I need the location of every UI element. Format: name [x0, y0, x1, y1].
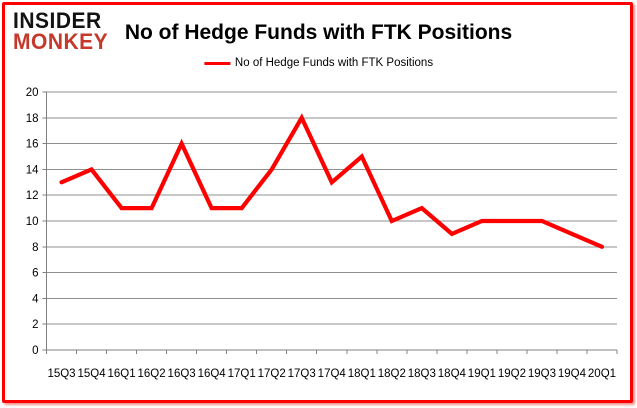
chart-title: No of Hedge Funds with FTK Positions [124, 21, 513, 44]
x-axis-label: 18Q2 [378, 368, 406, 380]
x-axis-label: 19Q1 [468, 368, 496, 380]
logo-text-monkey: MONKEY [13, 30, 109, 55]
y-axis-label: 20 [26, 87, 39, 99]
y-axis-label: 14 [26, 164, 39, 176]
x-axis-label: 17Q1 [228, 368, 256, 380]
y-axis-label: 6 [32, 268, 38, 280]
x-axis-label: 19Q3 [528, 368, 556, 380]
legend-line-swatch [203, 61, 230, 65]
x-axis-label: 15Q4 [77, 368, 106, 380]
x-axis-label: 19Q4 [558, 368, 587, 380]
x-axis-label: 17Q2 [258, 368, 286, 380]
series-line [59, 113, 605, 249]
x-axis-label: 18Q3 [408, 368, 436, 380]
x-axis-label: 16Q3 [168, 368, 196, 380]
x-axis-label: 16Q4 [198, 368, 227, 380]
x-axis-label: 16Q1 [107, 368, 135, 380]
x-axis-label: 19Q2 [498, 368, 526, 380]
y-axis-label: 4 [32, 293, 39, 305]
x-axis-label: 17Q4 [318, 368, 347, 380]
x-axis-label: 18Q1 [348, 368, 376, 380]
y-axis-label: 8 [32, 242, 38, 254]
y-axis-label: 10 [26, 216, 39, 228]
legend-label: No of Hedge Funds with FTK Positions [234, 57, 434, 69]
y-axis-label: 0 [32, 345, 38, 357]
x-axis-label: 20Q1 [588, 368, 616, 380]
logo-text-insider: INSIDER [13, 8, 102, 34]
x-axis-label: 18Q4 [438, 368, 467, 380]
x-axis-label: 15Q3 [47, 368, 75, 380]
y-axis-label: 18 [26, 113, 39, 125]
chart-legend: No of Hedge Funds with FTK Positions [203, 57, 434, 69]
insider-monkey-logo: INSIDER MONKEY [13, 8, 109, 55]
y-axis-label: 12 [26, 190, 39, 202]
y-axis-label: 16 [26, 139, 39, 151]
x-axis-label: 16Q2 [138, 368, 166, 380]
x-axis-label: 17Q3 [288, 368, 316, 380]
y-axis-label: 2 [32, 319, 38, 331]
